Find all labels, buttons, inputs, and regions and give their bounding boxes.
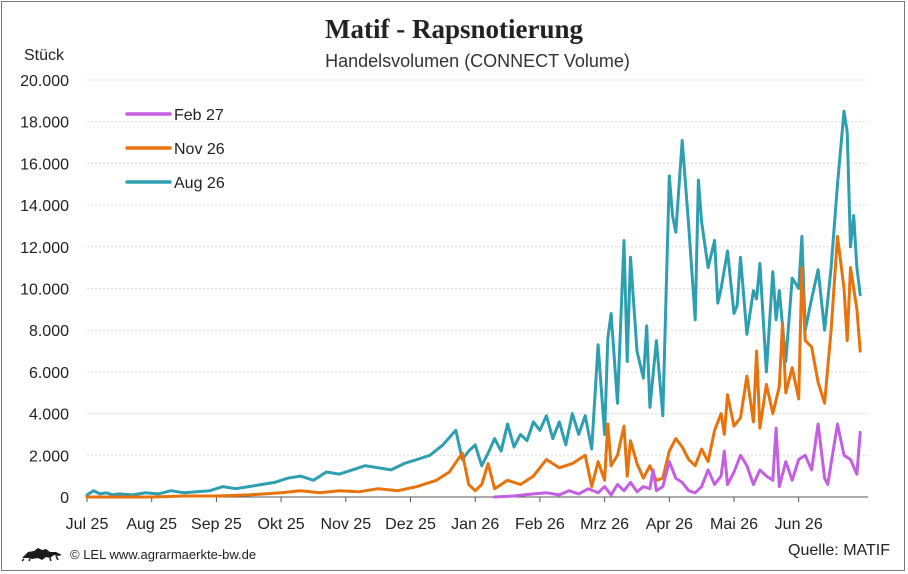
y-tick-label: 6.000 bbox=[29, 365, 69, 382]
series-lines bbox=[85, 109, 862, 499]
x-tick-label: Mrz 26 bbox=[580, 516, 629, 533]
legend-label: Feb 27 bbox=[174, 107, 224, 124]
x-tick-label: Jun 26 bbox=[775, 516, 823, 533]
y-tick-label: 2.000 bbox=[29, 448, 69, 465]
legend-label: Aug 26 bbox=[174, 175, 225, 192]
y-tick-label: 20.000 bbox=[20, 73, 69, 90]
y-tick-label: 8.000 bbox=[29, 323, 69, 340]
legend-label: Nov 26 bbox=[174, 141, 225, 158]
x-tick-label: Sep 25 bbox=[191, 516, 242, 533]
lion-logo-icon bbox=[21, 548, 62, 562]
series-line-feb-27 bbox=[493, 422, 862, 499]
y-axis-ticks: 0 2.000 4.000 6.000 8.000 10.000 12.000 14.000 1… bbox=[20, 73, 69, 507]
y-tick-label: 10.000 bbox=[20, 282, 69, 299]
chart-subtitle: Handelsvolumen (CONNECT Volume) bbox=[325, 51, 630, 71]
y-tick-label: 18.000 bbox=[20, 115, 69, 132]
x-tick-label: Aug 25 bbox=[126, 516, 177, 533]
y-tick-label: 16.000 bbox=[20, 156, 69, 173]
footer-credit: © LEL www.agrarmaerkte-bw.de bbox=[20, 546, 256, 562]
series-line-nov-26 bbox=[85, 234, 862, 499]
chart-title: Matif - Rapsnotierung bbox=[325, 14, 583, 44]
y-tick-label: 0 bbox=[60, 490, 69, 507]
y-tick-label: 14.000 bbox=[20, 198, 69, 215]
copyright-text: © LEL www.agrarmaerkte-bw.de bbox=[70, 546, 257, 562]
legend: Feb 27 Nov 26 Aug 26 bbox=[125, 107, 225, 192]
x-tick-label: Nov 25 bbox=[320, 516, 371, 533]
x-tick-label: Mai 26 bbox=[710, 516, 758, 533]
x-tick-label: Apr 26 bbox=[646, 516, 693, 533]
x-tick-label: Feb 26 bbox=[515, 516, 565, 533]
x-tick-label: Jan 26 bbox=[451, 516, 499, 533]
x-tick-label: Okt 25 bbox=[258, 516, 305, 533]
x-axis-ticks: Jul 25 Aug 25 Sep 25 Okt 25 Nov 25 Dez 25 Jan … bbox=[66, 497, 823, 533]
x-tick-label: Dez 25 bbox=[385, 516, 436, 533]
source-text: Quelle: MATIF bbox=[788, 542, 890, 559]
x-tick-label: Jul 25 bbox=[66, 516, 109, 533]
series-line-aug-26 bbox=[85, 109, 862, 497]
y-tick-label: 4.000 bbox=[29, 407, 69, 424]
y-axis-unit: Stück bbox=[24, 47, 65, 64]
y-tick-label: 12.000 bbox=[20, 240, 69, 257]
